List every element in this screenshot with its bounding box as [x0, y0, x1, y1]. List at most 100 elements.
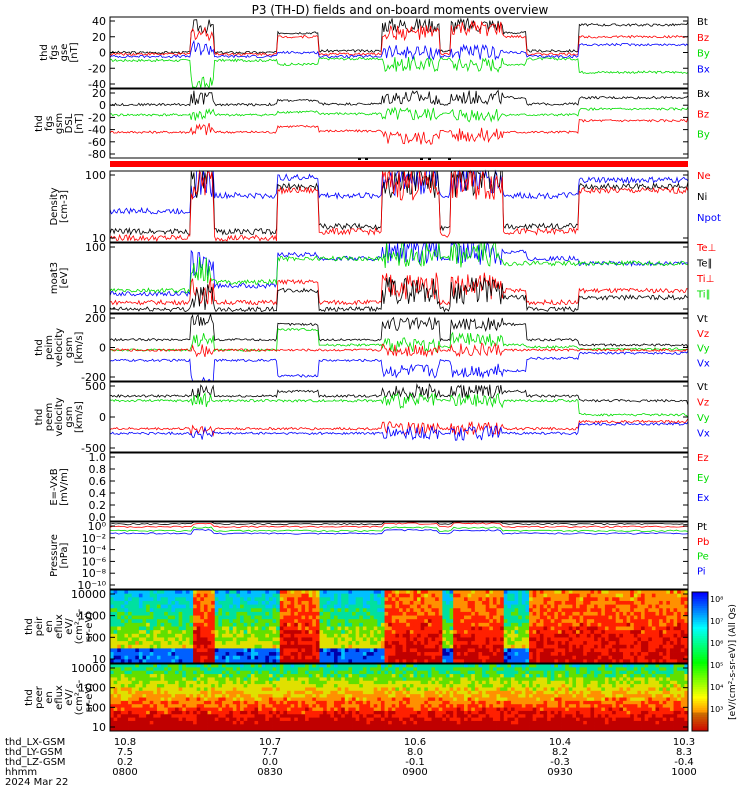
heatmap-cell	[287, 690, 292, 695]
heatmap-cell	[211, 633, 216, 638]
heatmap-cell	[615, 611, 620, 616]
heatmap-cell	[182, 720, 187, 725]
heatmap-cell	[352, 724, 357, 729]
heatmap-cell	[445, 652, 450, 657]
heatmap-cell	[301, 619, 306, 624]
heatmap-cell	[185, 674, 190, 678]
heatmap-cell	[225, 590, 230, 595]
heatmap-cell	[279, 593, 284, 598]
heatmap-cell	[438, 608, 443, 613]
heatmap-cell	[120, 714, 125, 718]
legend-item-2: Ey	[697, 473, 709, 484]
heatmap-cell	[110, 622, 115, 627]
heatmap-cell	[240, 608, 245, 613]
heatmap-cell	[500, 608, 505, 613]
heatmap-cell	[153, 687, 158, 692]
heatmap-cell	[352, 637, 357, 642]
chart-title: P3 (TH-D) fields and on-board moments ov…	[252, 3, 549, 17]
heatmap-cell	[417, 611, 422, 616]
heatmap-cell	[384, 704, 389, 708]
heatmap-cell	[377, 644, 382, 649]
heatmap-cell	[276, 667, 281, 672]
heatmap-cell	[348, 604, 353, 609]
heatmap-cell	[142, 707, 147, 712]
heatmap-cell	[431, 637, 436, 642]
heatmap-cell	[312, 714, 317, 718]
heatmap-cell	[113, 655, 118, 660]
heatmap-cell	[503, 608, 508, 613]
heatmap-cell	[648, 633, 653, 638]
heatmap-cell	[279, 694, 284, 698]
heatmap-cell	[175, 590, 180, 595]
heatmap-cell	[492, 637, 497, 642]
y-tick-label: -20	[88, 111, 106, 124]
heatmap-cell	[164, 710, 169, 715]
heatmap-cell	[431, 648, 436, 653]
heatmap-cell	[344, 720, 349, 725]
heatmap-cell	[362, 611, 367, 616]
heatmap-cell	[110, 593, 115, 598]
heatmap-cell	[648, 655, 653, 660]
heatmap-cell	[615, 600, 620, 605]
heatmap-cell	[287, 608, 292, 613]
heatmap-cell	[633, 633, 638, 638]
heatmap-cell	[164, 700, 169, 705]
heatmap-cell	[536, 622, 541, 627]
heatmap-cell	[590, 590, 595, 595]
heatmap-cell	[283, 680, 288, 685]
heatmap-cell	[525, 619, 530, 624]
heatmap-cell	[149, 697, 154, 702]
heatmap-cell	[420, 626, 425, 631]
heatmap-cell	[312, 664, 317, 668]
heatmap-cell	[648, 600, 653, 605]
heatmap-cell	[442, 600, 447, 605]
heatmap-cell	[178, 630, 183, 635]
heatmap-cell	[669, 622, 674, 627]
legend-item-2: Vz	[697, 398, 709, 409]
heatmap-cell	[496, 655, 501, 660]
heatmap-cell	[323, 694, 328, 698]
heatmap-cell	[164, 687, 169, 692]
heatmap-cell	[597, 604, 602, 609]
heatmap-cell	[305, 667, 310, 672]
heatmap-cell	[507, 637, 512, 642]
heatmap-cell	[312, 704, 317, 708]
heatmap-cell	[659, 659, 664, 664]
heatmap-cell	[258, 619, 263, 624]
heatmap-cell	[164, 597, 169, 602]
heatmap-cell	[557, 637, 562, 642]
heatmap-cell	[366, 611, 371, 616]
heatmap-cell	[641, 590, 646, 595]
heatmap-cell	[362, 644, 367, 649]
heatmap-cell	[644, 590, 649, 595]
heatmap-cell	[471, 611, 476, 616]
heatmap-cell	[384, 659, 389, 664]
heatmap-cell	[482, 615, 487, 620]
heatmap-cell	[586, 622, 591, 627]
heatmap-cell	[265, 659, 270, 664]
heatmap-cell	[330, 622, 335, 627]
heatmap-cell	[319, 619, 324, 624]
heatmap-cell	[355, 697, 360, 702]
heatmap-cell	[153, 724, 158, 729]
heatmap-cell	[243, 655, 248, 660]
heatmap-cell	[384, 677, 389, 682]
heatmap-cell	[225, 633, 230, 638]
heatmap-cell	[182, 644, 187, 649]
heatmap-cell	[229, 622, 234, 627]
heatmap-cell	[460, 659, 465, 664]
heatmap-cell	[384, 641, 389, 646]
heatmap-cell	[662, 648, 667, 653]
heatmap-cell	[489, 619, 494, 624]
heatmap-cell	[630, 597, 635, 602]
heatmap-cell	[460, 597, 465, 602]
heatmap-cell	[594, 622, 599, 627]
heatmap-cell	[160, 684, 165, 688]
heatmap-cell	[402, 659, 407, 664]
heatmap-cell	[113, 637, 118, 642]
heatmap-cell	[359, 674, 364, 678]
heatmap-cell	[232, 727, 237, 732]
heatmap-cell	[547, 630, 552, 635]
heatmap-cell	[178, 687, 183, 692]
heatmap-cell	[196, 707, 201, 712]
